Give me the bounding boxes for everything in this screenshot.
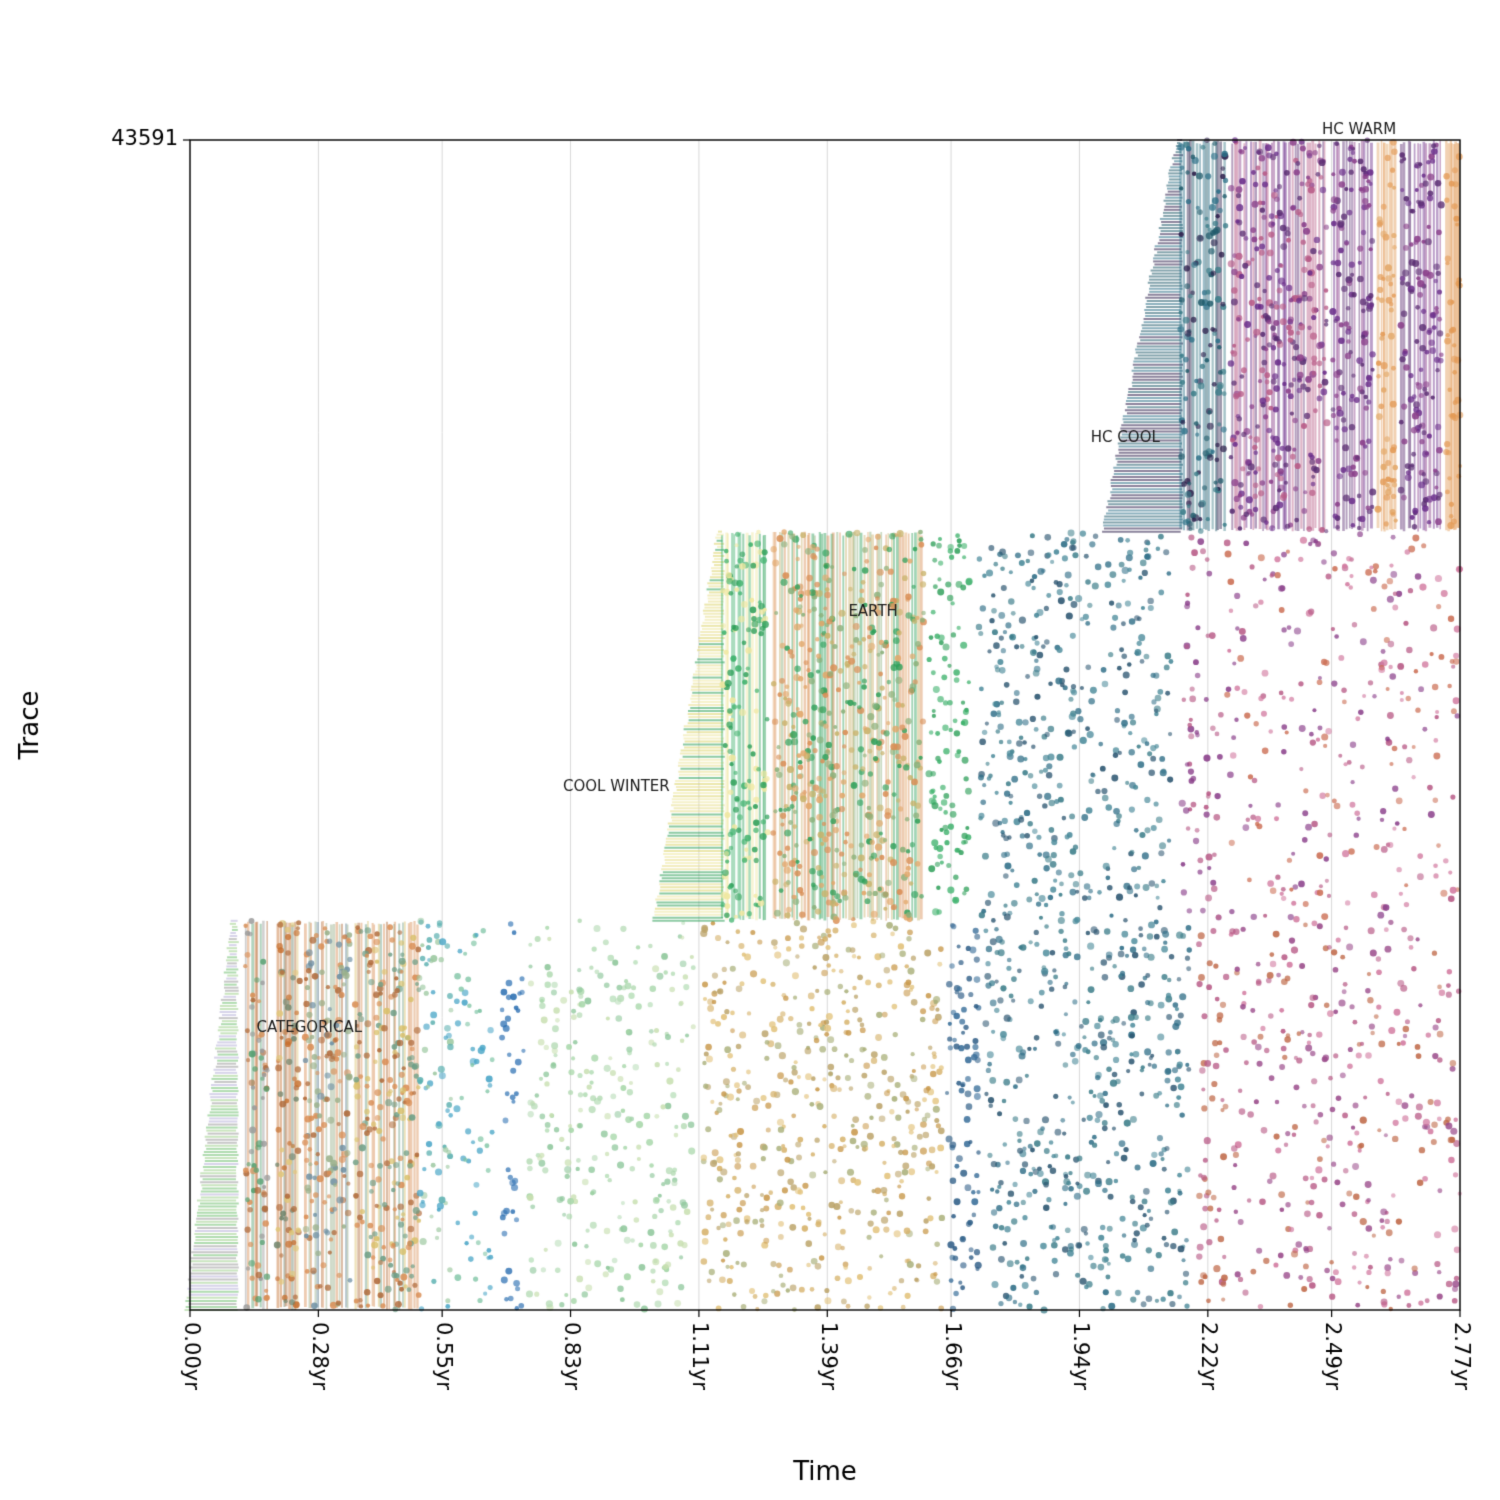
dotted-chart: Dotted Chart of BPI Challenge 2018 [0,0,1500,1500]
chart-canvas [0,0,1500,1500]
